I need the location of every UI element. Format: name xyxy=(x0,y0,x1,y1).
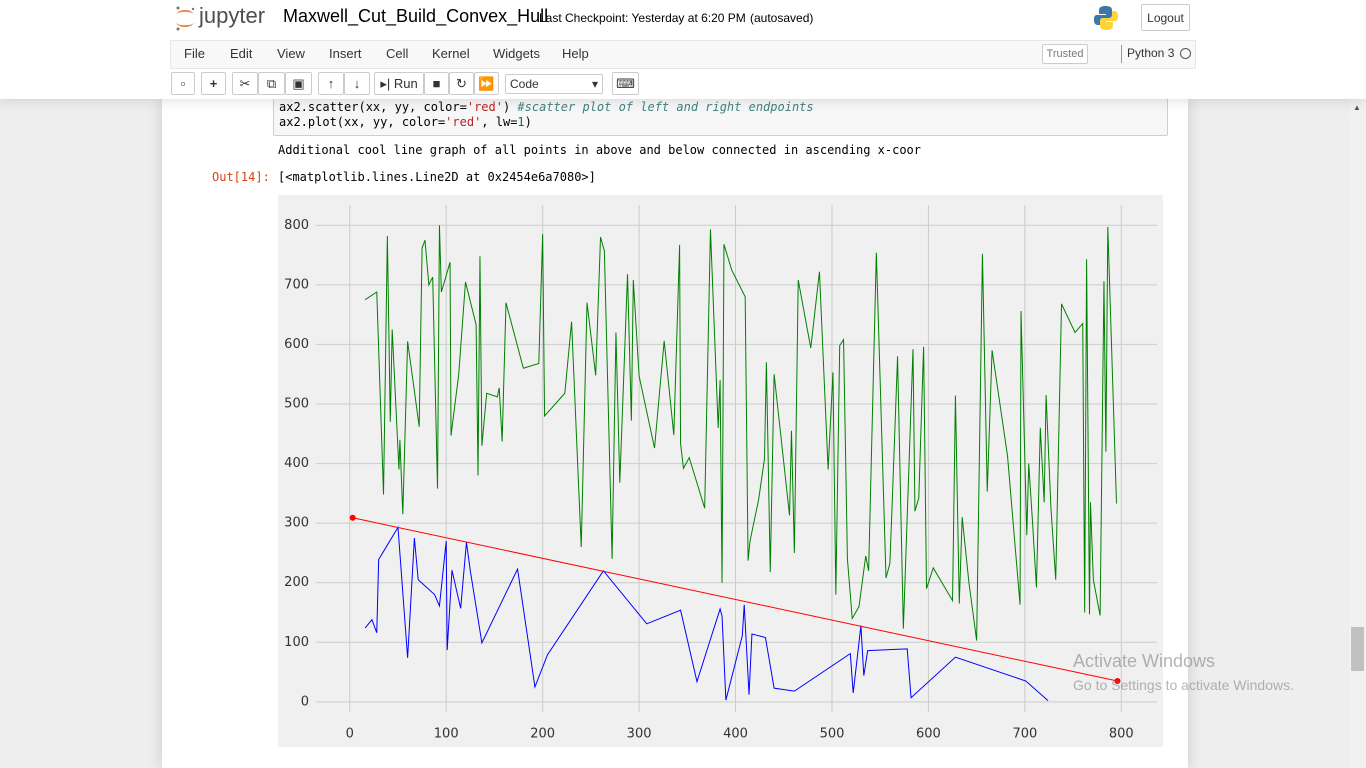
x-tick-label: 0 xyxy=(346,727,354,742)
data-point xyxy=(349,514,356,521)
paste-button[interactable]: ▣ xyxy=(285,72,312,95)
kernel-name: Python 3 xyxy=(1127,46,1175,60)
restart-run-button[interactable]: ⏩ xyxy=(474,72,499,95)
logout-button[interactable]: Logout xyxy=(1141,4,1190,31)
code: ) xyxy=(502,100,518,114)
jupyter-logo xyxy=(176,6,195,31)
checkpoint: Last Checkpoint: Yesterday at 6:20 PM xyxy=(539,11,746,25)
x-tick-label: 200 xyxy=(530,727,555,742)
x-tick-label: 600 xyxy=(916,727,941,742)
code: ax2.scatter(xx, yy, color= xyxy=(279,100,467,114)
insert-button[interactable]: + xyxy=(201,72,226,95)
menu-item[interactable]: Kernel xyxy=(432,46,470,61)
y-tick-label: 800 xyxy=(284,218,309,233)
y-tick-label: 100 xyxy=(284,635,309,650)
code: ) xyxy=(524,115,532,129)
logo-text: jupyter xyxy=(199,3,266,28)
scroll-thumb[interactable] xyxy=(1351,627,1364,671)
select-value: Code xyxy=(510,77,539,91)
data-point xyxy=(1114,678,1121,685)
kernel-status xyxy=(1180,48,1191,59)
run-button[interactable]: ▸| Run xyxy=(374,72,424,95)
code-cell[interactable]: ax2.scatter(xx, yy, color='red') #scatte… xyxy=(273,93,1168,136)
watermark-title: Activate Windows xyxy=(1073,651,1216,671)
run-icon: ▸| xyxy=(380,75,394,91)
code-comment: #scatter plot of left and right endpoint… xyxy=(517,100,814,114)
y-tick-label: 400 xyxy=(284,456,309,471)
command-palette-button[interactable]: ⌨ xyxy=(612,72,639,95)
python-logo xyxy=(1094,6,1118,30)
y-tick-label: 0 xyxy=(301,694,309,709)
data-line xyxy=(364,525,1049,702)
move-up-button[interactable]: ↑ xyxy=(318,72,344,95)
x-tick-label: 100 xyxy=(434,727,459,742)
code-string: 'red' xyxy=(445,115,482,129)
scrollbar[interactable]: ▲ xyxy=(1349,99,1366,768)
code-line: ax2.plot(xx, yy, color='red', lw=1) xyxy=(279,115,1162,130)
menu-item[interactable]: File xyxy=(184,46,205,61)
output-text: [<matplotlib.lines.Line2D at 0x2454e6a70… xyxy=(278,170,596,184)
header: jupyter Maxwell_Cut_Build_Convex_Hull La… xyxy=(0,0,1366,99)
y-tick-label: 300 xyxy=(284,516,309,531)
menu-item[interactable]: View xyxy=(277,46,305,61)
code-line: ax2.scatter(xx, yy, color='red') #scatte… xyxy=(279,100,1162,115)
notebook-name[interactable]: Maxwell_Cut_Build_Convex_Hull xyxy=(283,6,549,26)
chart: 0 100 200 300 400 500 600 700 800 0 100 200 300 400 50… xyxy=(278,195,1163,747)
code: , lw= xyxy=(481,115,518,129)
menu-item[interactable]: Help xyxy=(562,46,589,61)
y-tick-label: 200 xyxy=(284,575,309,590)
menu-item[interactable]: Edit xyxy=(230,46,253,61)
interrupt-button[interactable]: ■ xyxy=(424,72,449,95)
x-tick-label: 700 xyxy=(1012,727,1037,742)
select-arrow: ▾ xyxy=(591,77,598,91)
x-tick-label: 800 xyxy=(1109,727,1134,742)
separator xyxy=(1121,45,1122,63)
x-tick-label: 300 xyxy=(627,727,652,742)
run-label: Run xyxy=(393,76,418,91)
restart-button[interactable]: ↻ xyxy=(449,72,474,95)
scroll-up[interactable]: ▲ xyxy=(1353,103,1361,112)
move-down-button[interactable]: ↓ xyxy=(344,72,370,95)
trusted-indicator[interactable]: Trusted xyxy=(1042,44,1088,64)
menu-item[interactable]: Cell xyxy=(386,46,409,61)
x-tick-label: 400 xyxy=(723,727,748,742)
menu-item[interactable]: Insert xyxy=(329,46,362,61)
watermark-subtitle: Go to Settings to activate Windows. xyxy=(1073,677,1294,693)
code-string: 'red' xyxy=(466,100,503,114)
menubar xyxy=(170,40,1196,69)
y-tick-label: 600 xyxy=(284,337,309,352)
cut-button[interactable]: ✂ xyxy=(232,72,258,95)
y-tick-label: 700 xyxy=(284,277,309,292)
y-tick-label: 500 xyxy=(284,396,309,411)
code: ax2.plot(xx, yy, color= xyxy=(279,115,446,129)
copy-button[interactable]: ⧉ xyxy=(258,72,285,95)
x-tick-label: 500 xyxy=(820,727,845,742)
data-line xyxy=(352,517,1118,682)
code-number: 1 xyxy=(517,115,525,129)
stdout: Additional cool line graph of all points… xyxy=(278,143,921,157)
menu-item[interactable]: Widgets xyxy=(493,46,540,61)
autosave-status: (autosaved) xyxy=(750,11,814,25)
data-line xyxy=(364,225,1117,641)
output-prompt: Out[14]: xyxy=(212,170,270,184)
save-button[interactable]: ▫ xyxy=(171,72,195,95)
cell-type-select[interactable]: Code ▾ xyxy=(505,74,603,94)
